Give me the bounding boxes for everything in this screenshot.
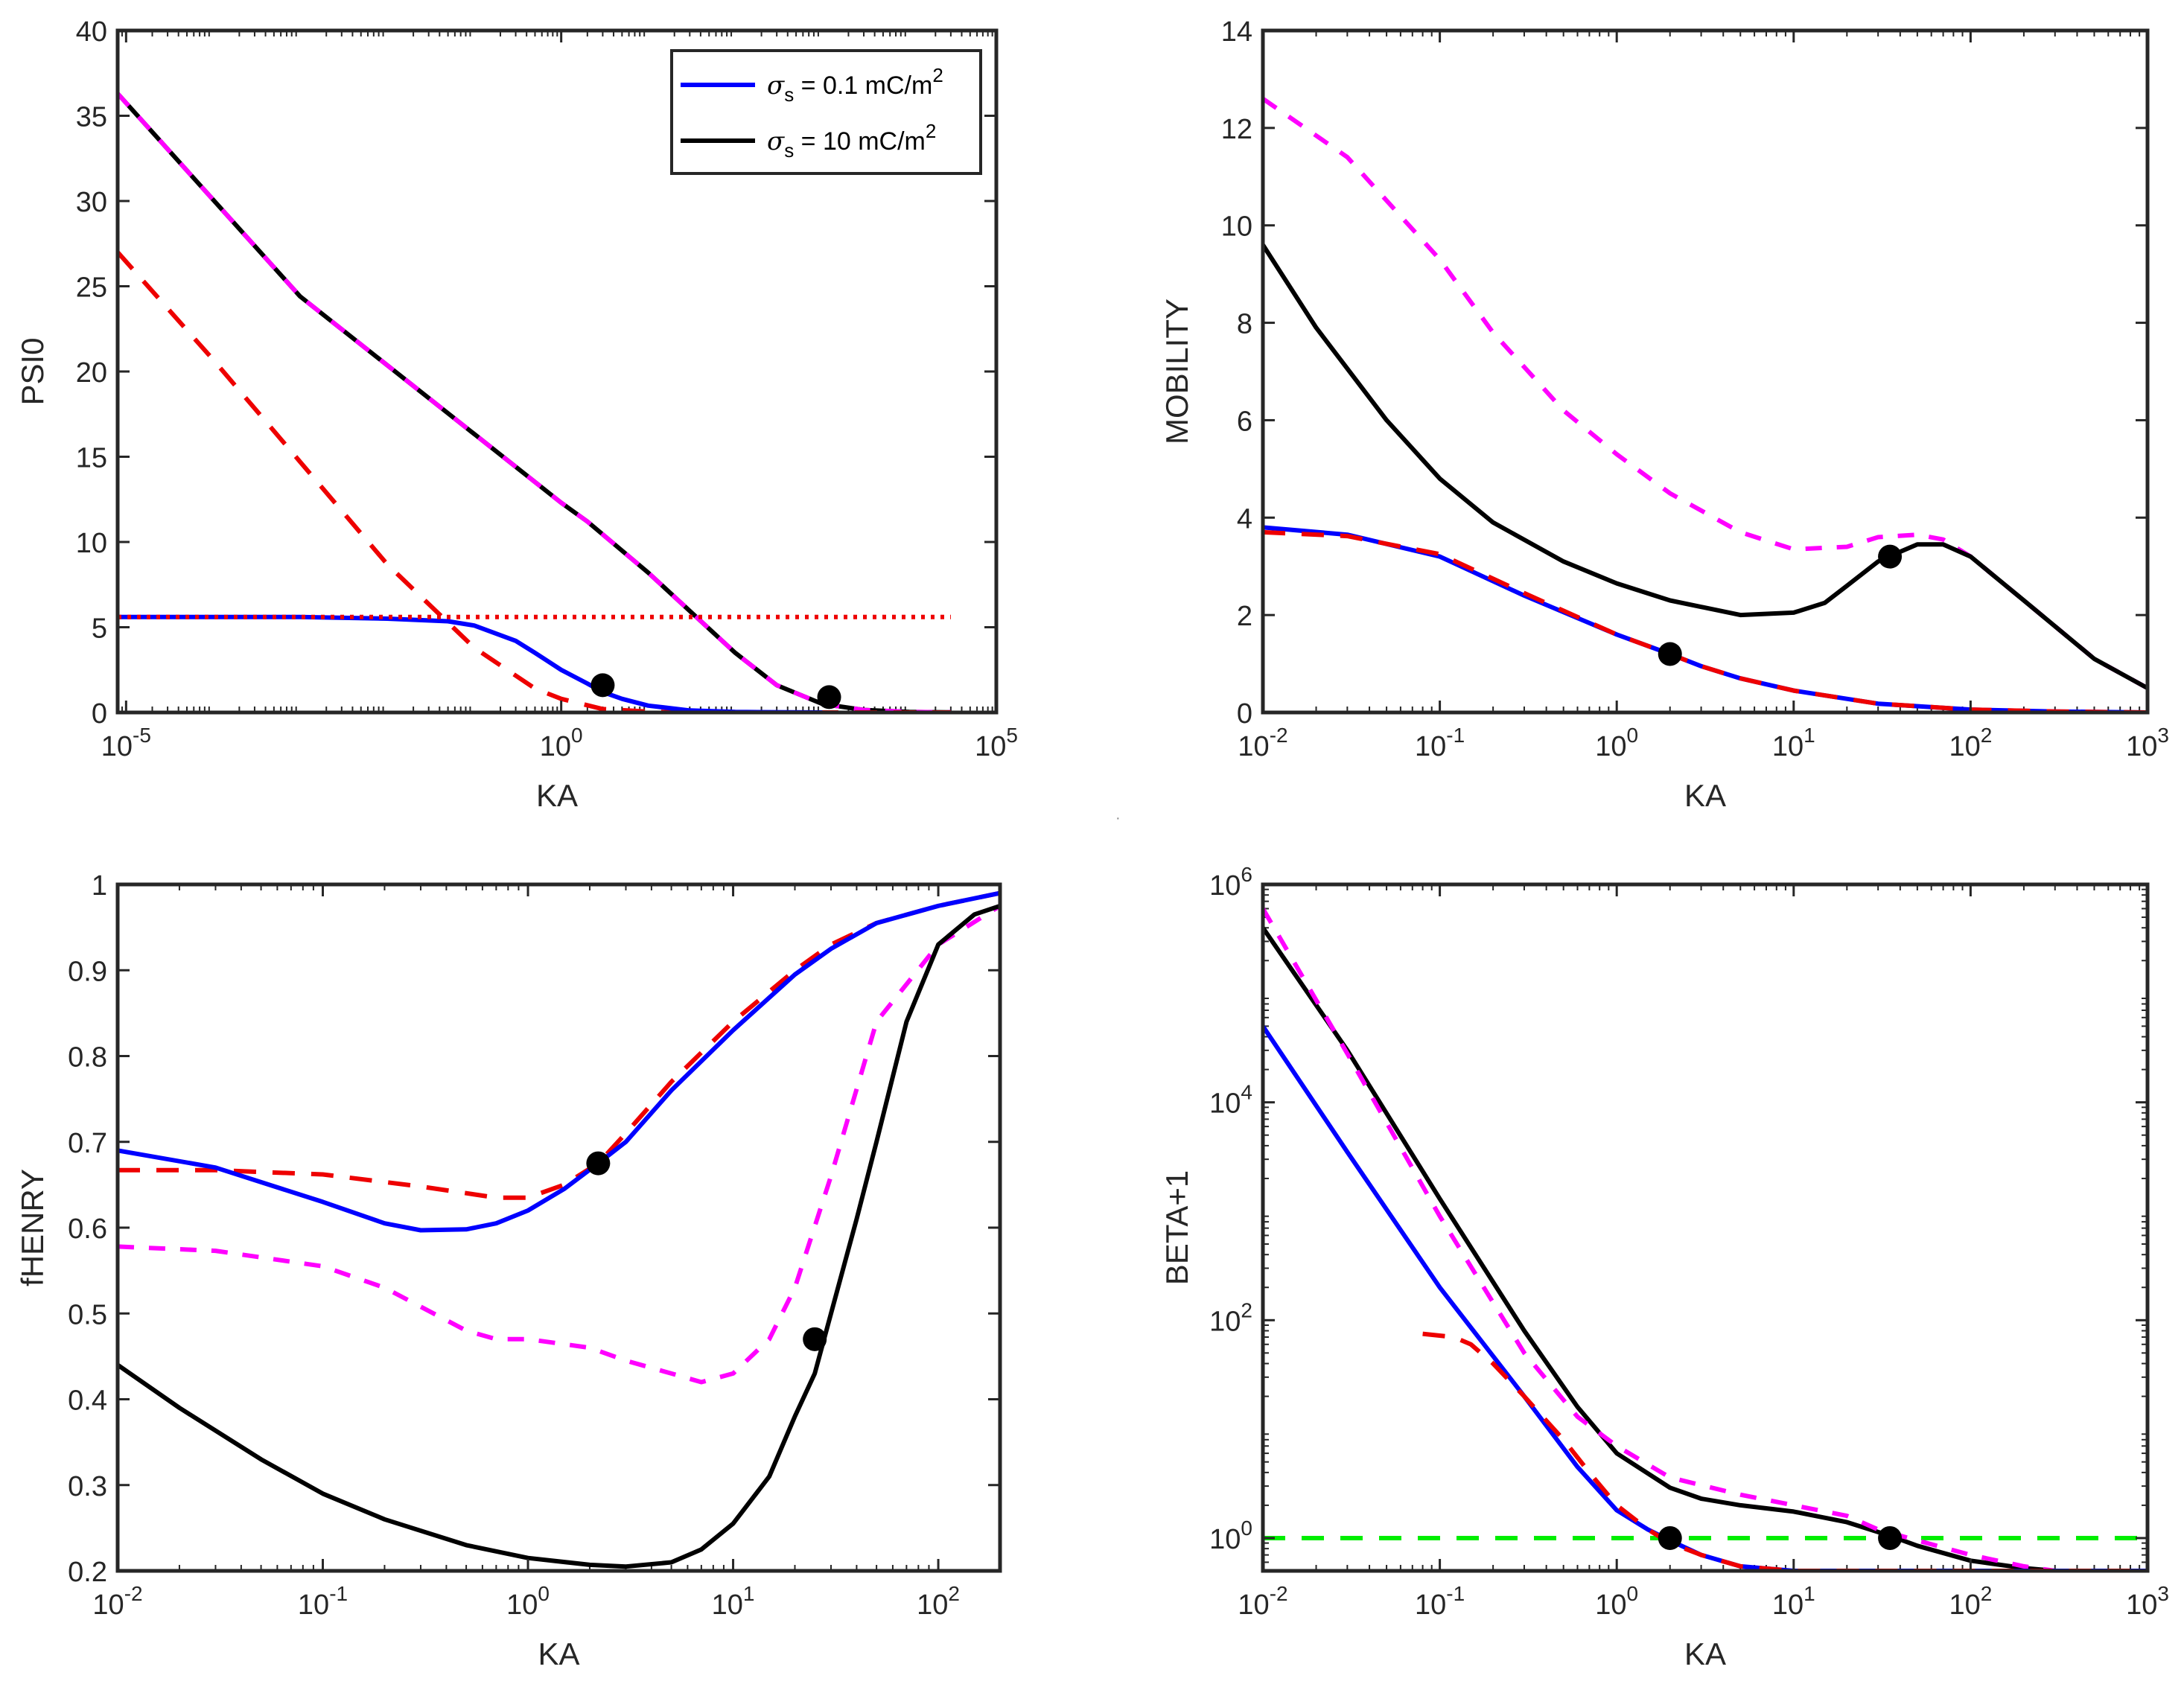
y-tick-label: 20 bbox=[76, 357, 107, 389]
y-tick-label: 0.6 bbox=[68, 1214, 107, 1245]
y-tick-label: 100 bbox=[1209, 1517, 1252, 1555]
y-tick-label: 12 bbox=[1221, 114, 1252, 145]
x-tick-label: 100 bbox=[1595, 1582, 1638, 1621]
plot-area bbox=[1263, 31, 2148, 712]
y-tick-label: 106 bbox=[1209, 863, 1252, 902]
y-tick-label: 0.9 bbox=[68, 956, 107, 987]
x-tick-label: 10-1 bbox=[298, 1582, 348, 1621]
x-tick-label: 102 bbox=[917, 1582, 960, 1621]
y-tick-label: 6 bbox=[1237, 406, 1252, 437]
y-tick-label: 5 bbox=[92, 613, 107, 645]
x-tick-label: 101 bbox=[1772, 1582, 1815, 1621]
psi0-panel: 10-5 100 105 0 5 10 15 20 25 30 35 40 KA PSI0 σs = 0.1… bbox=[15, 16, 1018, 813]
y-tick-label: 0.5 bbox=[68, 1299, 107, 1330]
series-magenta-dashed bbox=[1263, 907, 2148, 1571]
x-tick-label: 100 bbox=[540, 724, 583, 762]
x-tick-label: 100 bbox=[1595, 724, 1638, 762]
marker-point bbox=[817, 685, 841, 709]
x-tick-label: 10-1 bbox=[1415, 724, 1465, 762]
y-tick-label: 35 bbox=[76, 102, 107, 133]
marker-point bbox=[803, 1327, 827, 1351]
y-tick-label: 30 bbox=[76, 187, 107, 218]
x-axis-label: KA bbox=[536, 778, 578, 813]
y-tick-label: 0.7 bbox=[68, 1128, 107, 1159]
x-tick-label: 103 bbox=[2126, 1582, 2169, 1621]
x-tick-label: 10-1 bbox=[1415, 1582, 1465, 1621]
x-tick-label: 105 bbox=[975, 724, 1018, 762]
y-axis-label: BETA+1 bbox=[1159, 1170, 1194, 1285]
series-black-solid bbox=[118, 903, 1000, 1569]
marker-point bbox=[1658, 642, 1682, 666]
y-axis-label: MOBILITY bbox=[1159, 299, 1194, 444]
legend: σs = 0.1 mC/m2 σs = 10 mC/m2 bbox=[670, 49, 982, 175]
legend-label: σs = 0.1 mC/m2 bbox=[767, 64, 943, 106]
y-tick-label: 0.2 bbox=[68, 1557, 107, 1588]
series-blue-solid bbox=[118, 890, 1000, 1233]
series-red-dashed bbox=[118, 250, 951, 712]
marker-point bbox=[586, 1151, 611, 1176]
y-axis-label: PSI0 bbox=[15, 337, 50, 405]
y-tick-label: 15 bbox=[76, 443, 107, 474]
series-black-solid bbox=[1263, 926, 2148, 1571]
y-tick-label: 2 bbox=[1237, 601, 1252, 632]
x-tick-label: 101 bbox=[1772, 724, 1815, 762]
y-tick-label: 0 bbox=[92, 698, 107, 730]
plot-area bbox=[1263, 884, 2148, 1571]
x-axis-label: KA bbox=[538, 1636, 579, 1671]
y-tick-label: 14 bbox=[1221, 16, 1252, 48]
y-axis-label: fHENRY bbox=[15, 1169, 50, 1286]
marker-point bbox=[1878, 1525, 1903, 1550]
y-tick-label: 0 bbox=[1237, 698, 1252, 730]
fhenry-panel: 10-2 10-1 100 101 102 0.2 0.3 0.4 0.5 0.6 0.7 0.8 0.… bbox=[15, 870, 1002, 1671]
x-tick-label: 102 bbox=[1949, 1582, 1992, 1621]
marker-point bbox=[1658, 1525, 1682, 1550]
legend-label: σs = 10 mC/m2 bbox=[767, 120, 936, 162]
marker-point bbox=[590, 673, 615, 698]
marker-point bbox=[1878, 544, 1903, 569]
series-black-solid bbox=[1263, 243, 2148, 690]
x-axis-label: KA bbox=[1684, 778, 1726, 813]
x-tick-label: 100 bbox=[506, 1582, 550, 1621]
y-tick-label: 4 bbox=[1237, 503, 1252, 535]
x-tick-label: 10-2 bbox=[1238, 724, 1287, 762]
x-tick-label: 10-2 bbox=[1238, 1582, 1287, 1621]
x-tick-label: 10-5 bbox=[101, 724, 151, 762]
mobility-panel: 10-2 10-1 100 101 102 103 0 2 4 6 8 10 12 14 KA MOBILIT… bbox=[1159, 16, 2169, 813]
y-tick-label: 40 bbox=[76, 16, 107, 48]
x-tick-label: 103 bbox=[2126, 724, 2169, 762]
y-tick-label: 1 bbox=[92, 870, 107, 902]
y-tick-label: 0.4 bbox=[68, 1385, 107, 1417]
y-tick-label: 104 bbox=[1209, 1081, 1252, 1120]
axes-box bbox=[1261, 882, 2150, 1573]
y-tick-label: 8 bbox=[1237, 309, 1252, 340]
series-red-dashed bbox=[1422, 1331, 2148, 1571]
series-blue-solid bbox=[118, 614, 823, 712]
y-tick-label: 0.8 bbox=[68, 1042, 107, 1074]
y-tick-label: 10 bbox=[1221, 211, 1252, 243]
x-tick-label: 101 bbox=[712, 1582, 755, 1621]
x-axis-label: KA bbox=[1684, 1636, 1726, 1671]
x-tick-label: 102 bbox=[1949, 724, 1992, 762]
legend-box bbox=[670, 49, 982, 175]
plot-area bbox=[118, 884, 1000, 1571]
axes-box bbox=[1261, 28, 2150, 715]
series-red-dashed bbox=[118, 890, 1000, 1200]
y-tick-label: 25 bbox=[76, 272, 107, 304]
beta-panel: 10-2 10-1 100 101 102 103 100 102 104 106 KA BETA+1 bbox=[1159, 863, 2169, 1671]
y-tick-label: 10 bbox=[76, 528, 107, 559]
stray-dot: · bbox=[1115, 810, 1121, 826]
y-tick-label: 102 bbox=[1209, 1298, 1252, 1337]
y-tick-label: 0.3 bbox=[68, 1471, 107, 1502]
x-tick-label: 10-2 bbox=[92, 1582, 142, 1621]
series-magenta-dashed bbox=[118, 904, 1000, 1385]
